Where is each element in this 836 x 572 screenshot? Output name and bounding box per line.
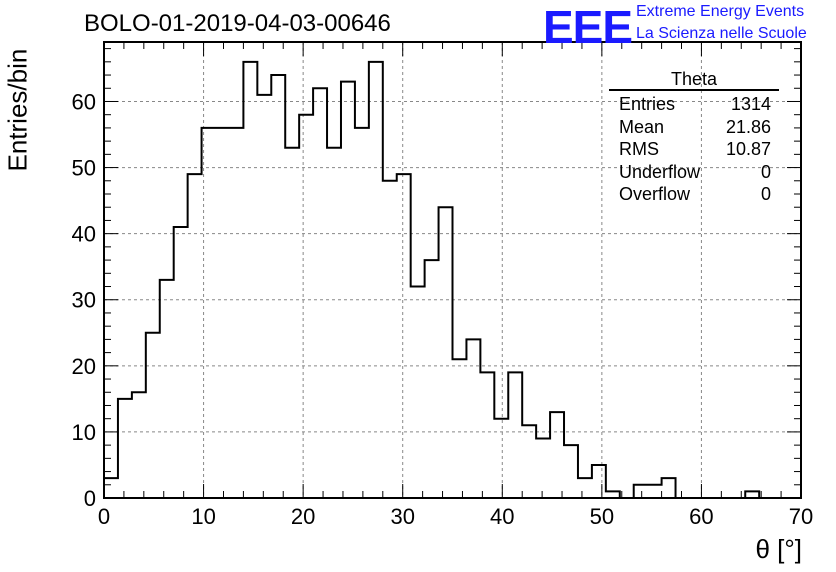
axis-ticks [103,42,802,499]
tick-labels: 0 10 20 30 40 50 60 70 0 10 20 30 40 50 60 [72,89,814,529]
x-tick-label: 70 [789,504,813,529]
stats-label: Overflow [619,184,691,204]
eee-logo: EEE [543,1,633,53]
stats-row-rms: RMS 10.87 [609,138,779,161]
stats-title: Theta [609,69,779,91]
x-tick-label: 30 [390,504,414,529]
y-tick-label: 50 [72,156,96,181]
stats-value: 1314 [730,94,771,114]
stats-row-underflow: Underflow 0 [609,161,779,184]
stats-label: Entries [619,94,676,114]
histogram-line [103,60,801,499]
x-tick-label: 40 [490,504,514,529]
stats-label: Mean [619,116,665,137]
stats-value: 0 [760,184,771,204]
stats-box: Theta Entries 1314 Mean 21.86 RMS 10.87 … [609,69,779,206]
stats-row-mean: Mean 21.86 [609,116,779,139]
stats-value: 10.87 [725,139,771,159]
y-tick-label: 20 [72,354,96,379]
x-tick-label: 10 [191,504,215,529]
y-tick-label: 10 [72,420,96,445]
x-axis-label: θ [°] [755,534,802,564]
logo-subtitle-2: La Scienza nelle Scuole [636,25,807,42]
y-tick-label: 40 [72,222,96,247]
y-tick-label: 0 [84,486,96,511]
stats-label: RMS [619,139,659,159]
logo-subtitle-1: Extreme Energy Events [636,3,805,20]
x-tick-label: 60 [689,504,713,529]
stats-value: 0 [760,161,771,182]
stats-row-overflow: Overflow 0 [609,183,779,206]
y-tick-label: 60 [72,89,96,114]
plot-frame [103,41,802,499]
chart-title: BOLO-01-2019-04-03-00646 [84,10,391,37]
x-tick-label: 50 [590,504,614,529]
stats-value: 21.86 [725,116,771,137]
y-tick-label: 30 [72,288,96,313]
x-tick-label: 0 [98,504,110,529]
stats-row-entries: Entries 1314 [609,93,779,116]
stats-label: Underflow [619,161,701,182]
x-tick-label: 20 [291,504,315,529]
y-axis-label: Entries/bin [2,48,33,172]
